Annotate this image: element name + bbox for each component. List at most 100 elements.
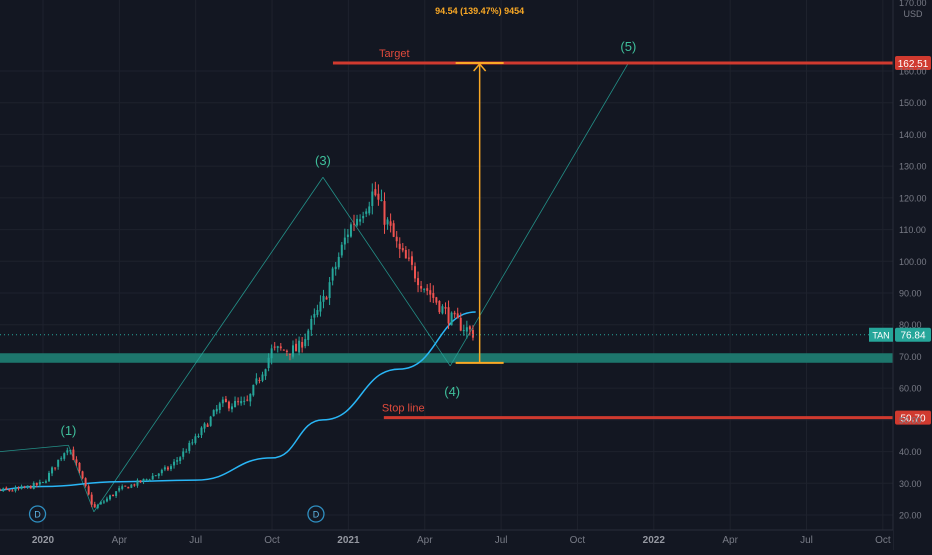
candle-body [170, 466, 172, 470]
wave-label: (5) [620, 39, 636, 54]
time-axis[interactable]: 2020 Apr Jul Oct 2021 Apr Jul Oct 2022 Apr Jul Oct [0, 529, 893, 550]
price-tick-label: 150.00 [899, 98, 927, 108]
candle-body [414, 266, 416, 279]
candle-body [459, 317, 462, 331]
time-tick-label: Jul [189, 535, 202, 546]
candle-body [215, 408, 218, 412]
candle-body [374, 189, 377, 196]
candle-body [133, 484, 136, 486]
candle-body [438, 301, 441, 313]
candle-body [346, 234, 349, 238]
candle-body [288, 353, 291, 355]
candle-body [194, 436, 197, 443]
candle-body [48, 472, 50, 482]
candle-body [20, 486, 23, 489]
price-tick-label: 20.00 [899, 511, 922, 521]
candle-body [14, 487, 17, 491]
dividend-marker-icon[interactable] [28, 505, 47, 523]
price-tick-label: 60.00 [899, 384, 922, 394]
price-axis[interactable]: 162.51 50.70 20.00 30.00 40.00 50.00 60.00 70.0… [869, 0, 932, 550]
candle-body [206, 424, 209, 427]
candle-body [157, 473, 160, 476]
candle-body [331, 268, 334, 281]
candle-body [325, 297, 328, 300]
time-tick-label: Apr [417, 535, 433, 546]
price-tick-label: 120.00 [899, 193, 927, 203]
time-tick-label: 2021 [337, 535, 360, 546]
candle-body [441, 306, 444, 314]
candle-body [115, 491, 118, 496]
candle-body [218, 403, 221, 410]
candle-body [5, 487, 8, 490]
candle-body [270, 348, 273, 359]
candle-body [200, 427, 203, 436]
measure-arrow-icon [473, 62, 487, 72]
level-name-label: Target [379, 48, 410, 60]
price-tick-label: 130.00 [899, 162, 927, 172]
candle-body [99, 502, 102, 505]
price-tick-label: 110.00 [899, 225, 926, 235]
candle-body [349, 224, 352, 237]
candle-body [267, 357, 270, 369]
candle-body [380, 199, 383, 201]
candle-body [179, 457, 182, 462]
time-tick-label: 2022 [643, 535, 666, 546]
candle-body [340, 244, 343, 256]
candle-body [160, 469, 163, 474]
time-tick-label: 2020 [32, 535, 55, 546]
levels-layer: Target Stop line [0, 48, 893, 420]
candle-body [227, 401, 230, 409]
dividend-marker-label: D [313, 510, 320, 520]
candle-body [383, 201, 386, 225]
candle-body [392, 223, 395, 237]
candle-body [255, 378, 258, 384]
candle-body [148, 479, 151, 481]
candle-body [51, 467, 54, 474]
candle-body [298, 340, 301, 353]
level-price-badge [895, 410, 931, 425]
time-tick-label: Oct [570, 535, 586, 546]
dividend-marker-icon[interactable] [307, 505, 325, 523]
candle-body [468, 326, 471, 330]
time-axis-background [0, 530, 893, 550]
candle-body [246, 399, 249, 401]
measure-label: 94.54 (139.47%) 9454 [435, 6, 524, 16]
candle-body [282, 349, 285, 351]
candle-body [151, 475, 154, 480]
currency-label: USD [903, 9, 923, 19]
candle-body [353, 223, 355, 225]
candle-body [465, 327, 468, 332]
candle-body [450, 312, 453, 326]
candle-body [23, 486, 26, 488]
level-price-badge [895, 56, 931, 71]
candle-body [93, 504, 96, 508]
candle-body [17, 487, 20, 489]
candle-body [84, 478, 87, 487]
candle-body [453, 312, 456, 315]
candle-body [0, 489, 2, 491]
price-tick-label: 90.00 [899, 289, 922, 299]
price-tick-label: 160.00 [899, 67, 927, 77]
wave-label: (1) [61, 423, 77, 438]
candle-body [209, 416, 212, 426]
candle-body [127, 486, 130, 489]
time-tick-label: Oct [264, 535, 280, 546]
candle-body [264, 369, 267, 377]
candle-body [362, 216, 365, 219]
support-zone-layer [0, 353, 893, 363]
candle-body [2, 488, 5, 492]
candle-body [136, 480, 139, 486]
candle-body [447, 307, 450, 324]
candle-body [377, 193, 380, 200]
candle-body [166, 467, 169, 470]
candle-body [154, 475, 157, 477]
candle-body [304, 339, 307, 347]
candle-body [252, 384, 255, 396]
measure-tool-layer[interactable]: 94.54 (139.47%) 9454 [435, 6, 524, 364]
time-tick-label: Oct [875, 535, 891, 546]
candle-body [462, 330, 465, 332]
price-tick-label: 50.00 [899, 415, 922, 425]
